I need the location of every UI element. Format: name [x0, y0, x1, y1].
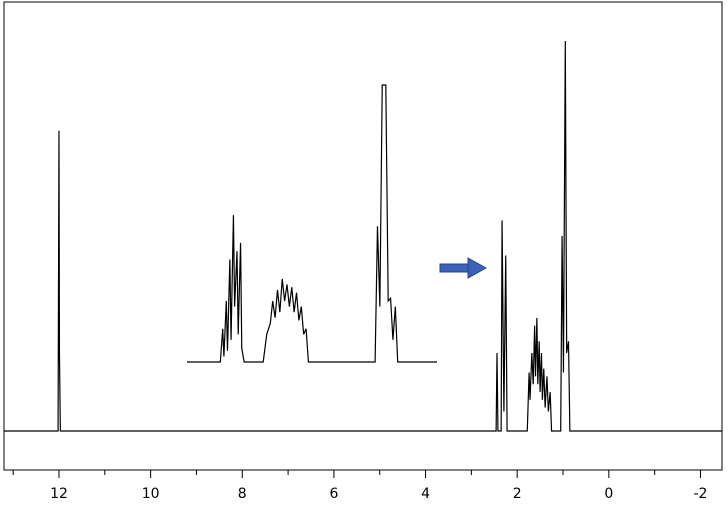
plot-frame: [3, 1, 723, 471]
x-tick-label: 12: [50, 486, 68, 502]
x-tick-label: 6: [329, 486, 338, 502]
x-tick-label: 8: [238, 486, 247, 502]
arrow: [439, 257, 488, 279]
spectrum-line: [4, 40, 722, 432]
spectrum-line: [187, 84, 437, 363]
x-tick-label: 2: [513, 486, 522, 502]
x-tick-label: 10: [142, 486, 160, 502]
x-tick-label: -2: [693, 486, 707, 502]
x-tick-label: 4: [421, 486, 430, 502]
x-tick-label: 0: [604, 486, 613, 502]
